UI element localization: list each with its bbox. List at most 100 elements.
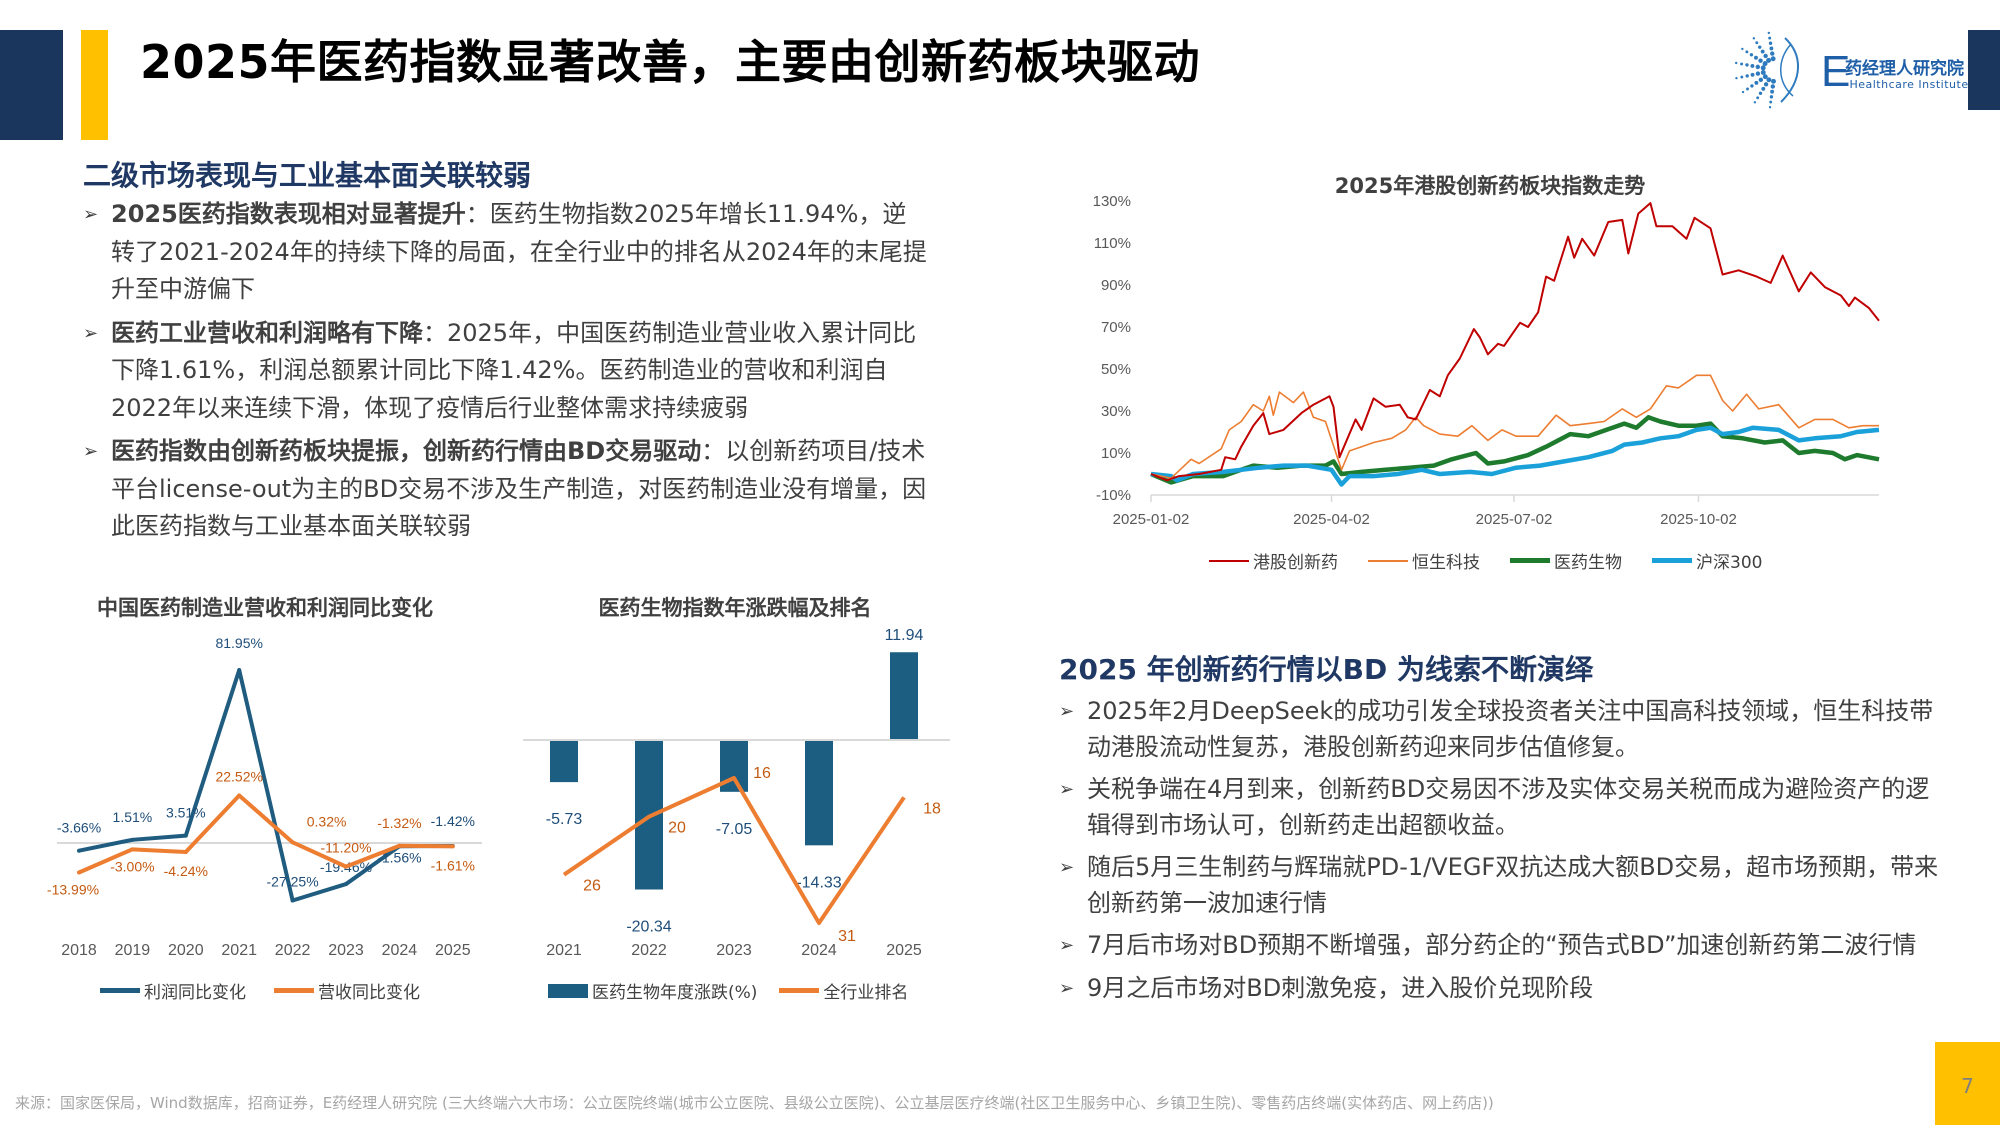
logo-dot — [1770, 51, 1775, 56]
logo-dot — [1762, 74, 1768, 80]
data-label: -1.42% — [431, 813, 475, 829]
x-tick-label: 2022 — [631, 942, 667, 959]
logo-dot — [1754, 55, 1758, 60]
arrow-right-icon: ➢ — [83, 322, 99, 344]
logo-dot — [1758, 77, 1764, 82]
logo-dot — [1750, 84, 1754, 88]
logo-dot — [1741, 90, 1745, 94]
x-tick-label: 2025-07-02 — [1476, 511, 1553, 528]
arrow-right-icon: ➢ — [1059, 779, 1075, 800]
y-tick-label: 110% — [1094, 235, 1131, 252]
bar-label: -14.33 — [796, 874, 841, 891]
arrow-right-icon: ➢ — [1059, 935, 1075, 956]
bullet-bold: 医药指数由创新药板块提振，创新药行情由BD交易驱动 — [111, 437, 702, 465]
logo-dot — [1769, 95, 1774, 99]
logo-dot — [1767, 31, 1771, 35]
logo-dot — [1760, 70, 1766, 75]
y-tick-label: -10% — [1096, 487, 1131, 504]
bar — [890, 652, 918, 740]
logo-dot — [1769, 46, 1774, 51]
dna-globe-icon — [1734, 31, 1799, 109]
logo-dot — [1740, 75, 1744, 79]
legend-swatch — [1209, 559, 1249, 562]
data-label: 1.51% — [113, 809, 153, 825]
legend-label: 港股创新药 — [1253, 553, 1338, 573]
page-title: 2025年医药指数显著改善，主要由创新药板块驱动 — [140, 35, 1201, 89]
rank-label: 26 — [583, 878, 601, 895]
x-tick-label: 2024 — [801, 942, 837, 959]
header-navy-block — [0, 30, 63, 140]
bar — [550, 740, 578, 783]
legend-label: 营收同比变化 — [318, 983, 420, 1003]
bullet-item: ➢ 关税争端在4月到来，创新药BD交易因不涉及实体交易关税而成为避险资产的逻辑得到… — [1059, 772, 1949, 843]
right-bullet-list: ➢ 2025年2月DeepSeek的成功引发全球投资者关注中国高科技领域，恒生科技… — [1059, 694, 1949, 1013]
logo-dot — [1768, 41, 1773, 45]
logo-dot — [1762, 61, 1768, 67]
logo-dot — [1753, 101, 1757, 104]
page-number: 7 — [1935, 1042, 2000, 1125]
rank-label: 31 — [838, 928, 856, 945]
chart2-title: 医药生物指数年涨跌幅及排名 — [598, 596, 872, 620]
data-point — [290, 840, 295, 845]
bullet-text: 7月后市场对BD预期不断增强，部分药企的“预告式BD”加速创新药第二波行情 — [1087, 931, 1917, 959]
logo-dot — [1771, 78, 1776, 84]
x-tick-label: 2021 — [546, 942, 582, 959]
bullet-text: 关税争端在4月到来，创新药BD交易因不涉及实体交易关税而成为避险资产的逻辑得到市… — [1087, 775, 1930, 839]
bullet-bold: 医药工业营收和利润略有下降 — [111, 318, 423, 347]
bullet-item: ➢ 7月后市场对BD预期不断增强，部分药企的“预告式BD”加速创新药第二波行情 — [1059, 928, 1949, 964]
left-section-heading: 二级市场表现与工业基本面关联较弱 — [83, 159, 532, 192]
legend-label: 利润同比变化 — [144, 983, 246, 1003]
series-line-沪深300 — [1150, 425, 1880, 487]
x-tick-label: 2021 — [221, 942, 257, 959]
chart3-legend: 港股创新药 恒生科技 医药生物 沪深300 — [1209, 548, 1762, 573]
y-tick-label: 130% — [1093, 193, 1131, 210]
legend-swatch — [274, 988, 314, 993]
bullet-text: 随后5月三生制药与辉瑞就PD-1/VEGF双抗达成大额BD交易，超市场预期，带来… — [1087, 853, 1939, 917]
logo-dot — [1746, 87, 1749, 91]
series-line-利润同比变化 — [78, 668, 453, 903]
logo-dot — [1761, 86, 1766, 91]
logo-dot — [1740, 62, 1744, 66]
x-tick-label: 2025-01-02 — [1113, 511, 1190, 528]
logo-dot — [1768, 36, 1772, 40]
y-tick-label: 70% — [1101, 319, 1131, 336]
bullet-item: ➢ 医药指数由创新药板块提振，创新药行情由BD交易驱动：以创新药项目/技术平台li… — [83, 433, 928, 546]
logo-dot — [1755, 41, 1759, 45]
data-label: -1.61% — [431, 857, 475, 873]
data-label: -13.99% — [47, 882, 99, 898]
bullet-bold: 2025医药指数表现相对显著提升 — [111, 200, 466, 228]
x-tick-label: 2025 — [886, 942, 922, 959]
logo-dot — [1750, 63, 1755, 68]
x-tick-label: 2025 — [435, 942, 471, 959]
logo-dot — [1741, 47, 1744, 51]
header-navy-bar-right — [1968, 30, 2000, 110]
logo-dot — [1758, 91, 1763, 96]
bullet-text: 9月之后市场对BD刺激免疫，进入股价兑现阶段 — [1087, 973, 1594, 1002]
chart1-title: 中国医药制造业营收和利润同比变化 — [97, 596, 433, 620]
data-label: -27.25% — [267, 873, 319, 889]
logo-dot — [1734, 61, 1738, 65]
logo-dot — [1766, 77, 1772, 83]
arrow-right-icon: ➢ — [83, 441, 99, 462]
bullet-text: ：2025年，中国医药制造业营业收入累计同比下降1.61%，利润总额累计同比下降… — [111, 318, 917, 422]
data-point — [344, 882, 348, 887]
x-tick-label: 2022 — [275, 942, 311, 959]
x-tick-label: 2023 — [328, 942, 364, 959]
data-point — [183, 849, 188, 854]
data-point — [130, 837, 135, 842]
logo-dot — [1735, 76, 1738, 80]
arrow-right-icon: ➢ — [1059, 977, 1075, 999]
logo-dot — [1763, 82, 1769, 87]
data-point — [77, 848, 81, 853]
data-label: 3.51% — [166, 805, 206, 821]
data-point — [183, 833, 188, 838]
bullet-item: ➢ 2025医药指数表现相对显著提升：医药生物指数2025年增长11.94%，逆转… — [83, 196, 928, 309]
chart2-index-rank: -5.73 -20.34 -7.05 -14.33 11.94 26 20 16 31 18 202… — [523, 627, 950, 959]
y-tick-label: 50% — [1101, 361, 1131, 378]
series-line-营收同比变化 — [78, 793, 453, 875]
bullet-text: ：以创新药项目/技术平台license-out为主的BD交易不涉及生产制造，对医… — [111, 437, 927, 540]
logo-dot — [1766, 57, 1772, 63]
logo-dot — [1750, 72, 1755, 77]
legend-swatch — [100, 988, 140, 993]
data-label: -11.20% — [320, 840, 371, 856]
